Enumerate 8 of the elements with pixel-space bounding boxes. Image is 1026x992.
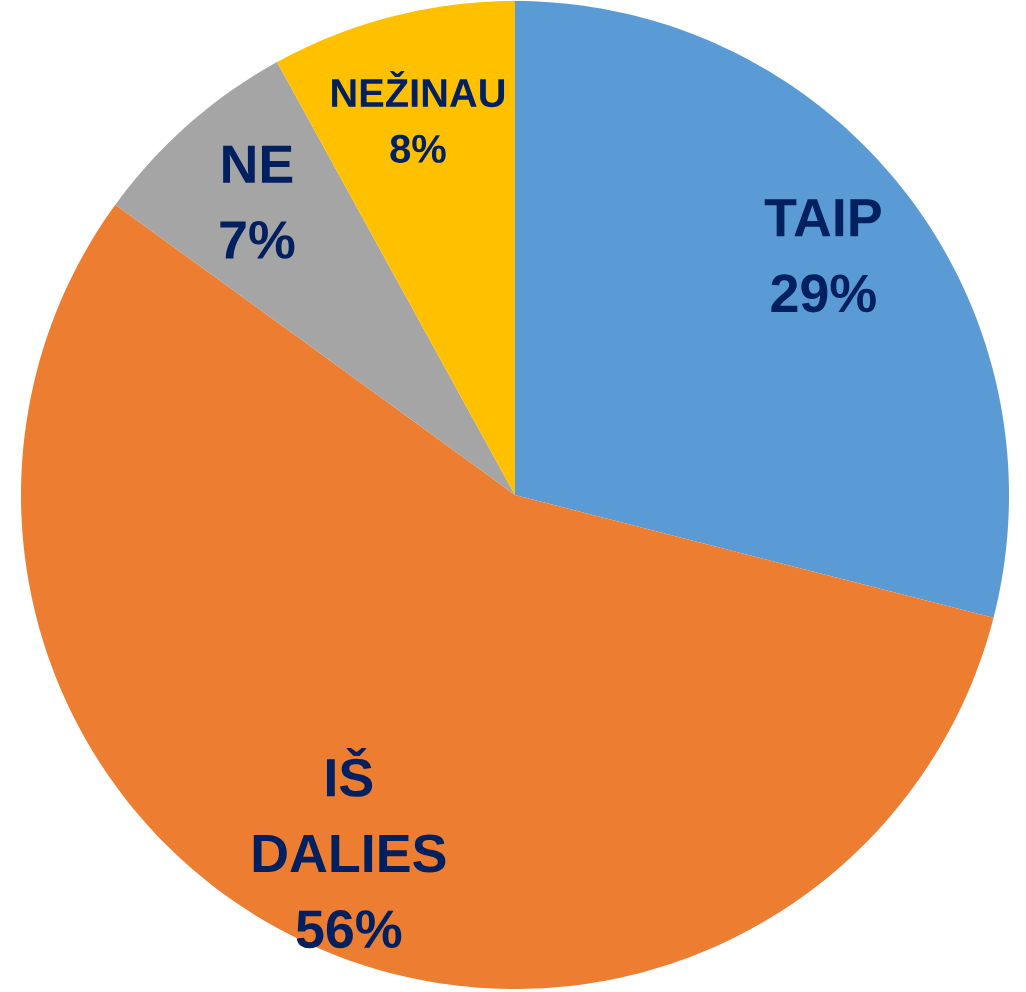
slice-label: TAIP	[764, 199, 881, 237]
slice-label: NEŽINAU	[332, 71, 505, 108]
data-label: 29%	[771, 274, 876, 313]
data-label: 7%	[220, 220, 295, 259]
data-label: 8%	[390, 134, 446, 163]
slice-label: NE	[223, 145, 293, 183]
data-label: 56%	[296, 910, 402, 949]
slice-label: IŠ DALIES	[253, 748, 446, 873]
